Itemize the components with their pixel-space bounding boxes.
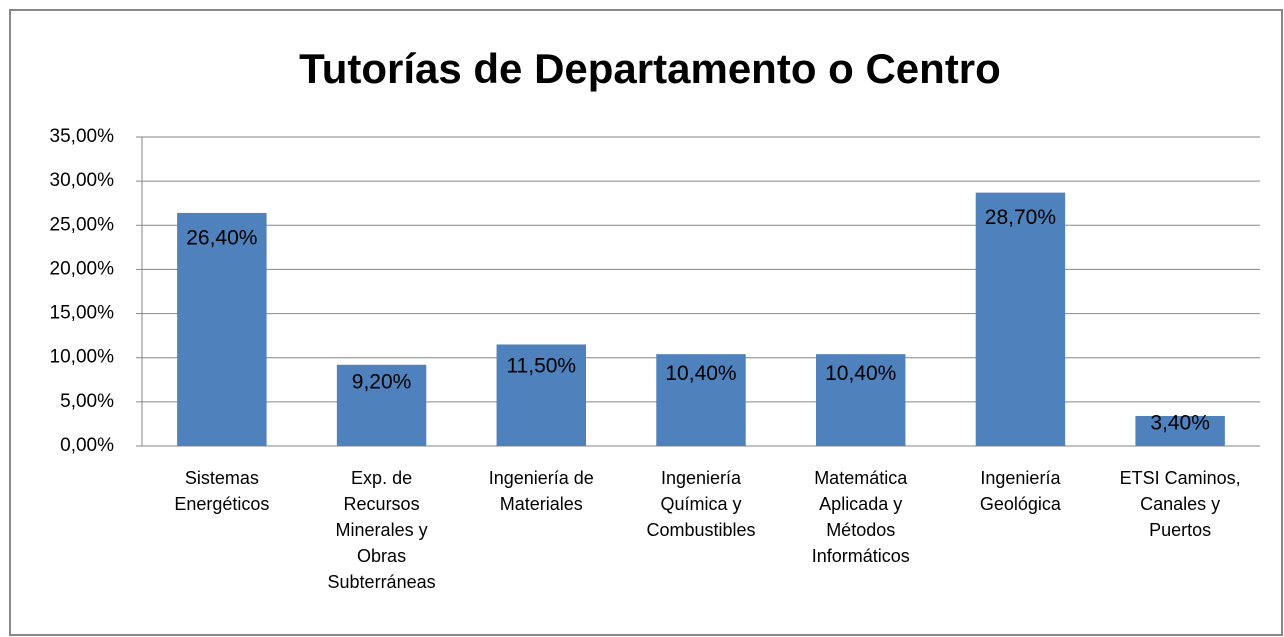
data-label: 28,70% <box>985 206 1056 229</box>
data-label: 9,20% <box>352 371 412 394</box>
bar <box>975 192 1066 446</box>
bar <box>177 212 267 446</box>
y-tick-label: 10,00% <box>50 347 115 368</box>
x-tick-label: Ingeniería Geológica <box>980 468 1062 514</box>
bar <box>336 364 427 446</box>
chart-title: Tutorías de Departamento o Centro <box>299 45 1001 92</box>
bar <box>496 344 587 446</box>
data-label: 10,40% <box>665 362 736 385</box>
x-tick-label: Ingeniería Química y Combustibles <box>646 468 755 540</box>
y-tick-label: 35,00% <box>50 126 115 147</box>
x-tick-label: Exp. de Recursos Minerales y Obras Subterrán… <box>328 468 436 592</box>
y-tick-label: 0,00% <box>60 435 114 456</box>
data-label: 10,40% <box>825 362 896 385</box>
x-tick-label: Sistemas Energéticos <box>174 468 269 514</box>
x-tick-label: Matemática Aplicada y Métodos Informáticos <box>812 468 910 566</box>
data-label: 3,40% <box>1150 412 1210 435</box>
y-tick-label: 15,00% <box>50 303 115 324</box>
y-tick-label: 25,00% <box>50 214 115 235</box>
x-tick-label: Ingeniería de Materiales <box>489 468 594 514</box>
data-label: 11,50% <box>506 354 576 377</box>
x-tick-label: ETSI Caminos, Canales y Puertos <box>1120 468 1241 540</box>
y-tick-label: 20,00% <box>50 258 115 279</box>
data-label: 26,40% <box>186 226 257 249</box>
y-tick-label: 30,00% <box>50 170 115 191</box>
bar <box>1135 415 1225 446</box>
y-tick-label: 5,00% <box>60 391 114 412</box>
bar <box>656 354 746 446</box>
bar <box>815 354 906 446</box>
